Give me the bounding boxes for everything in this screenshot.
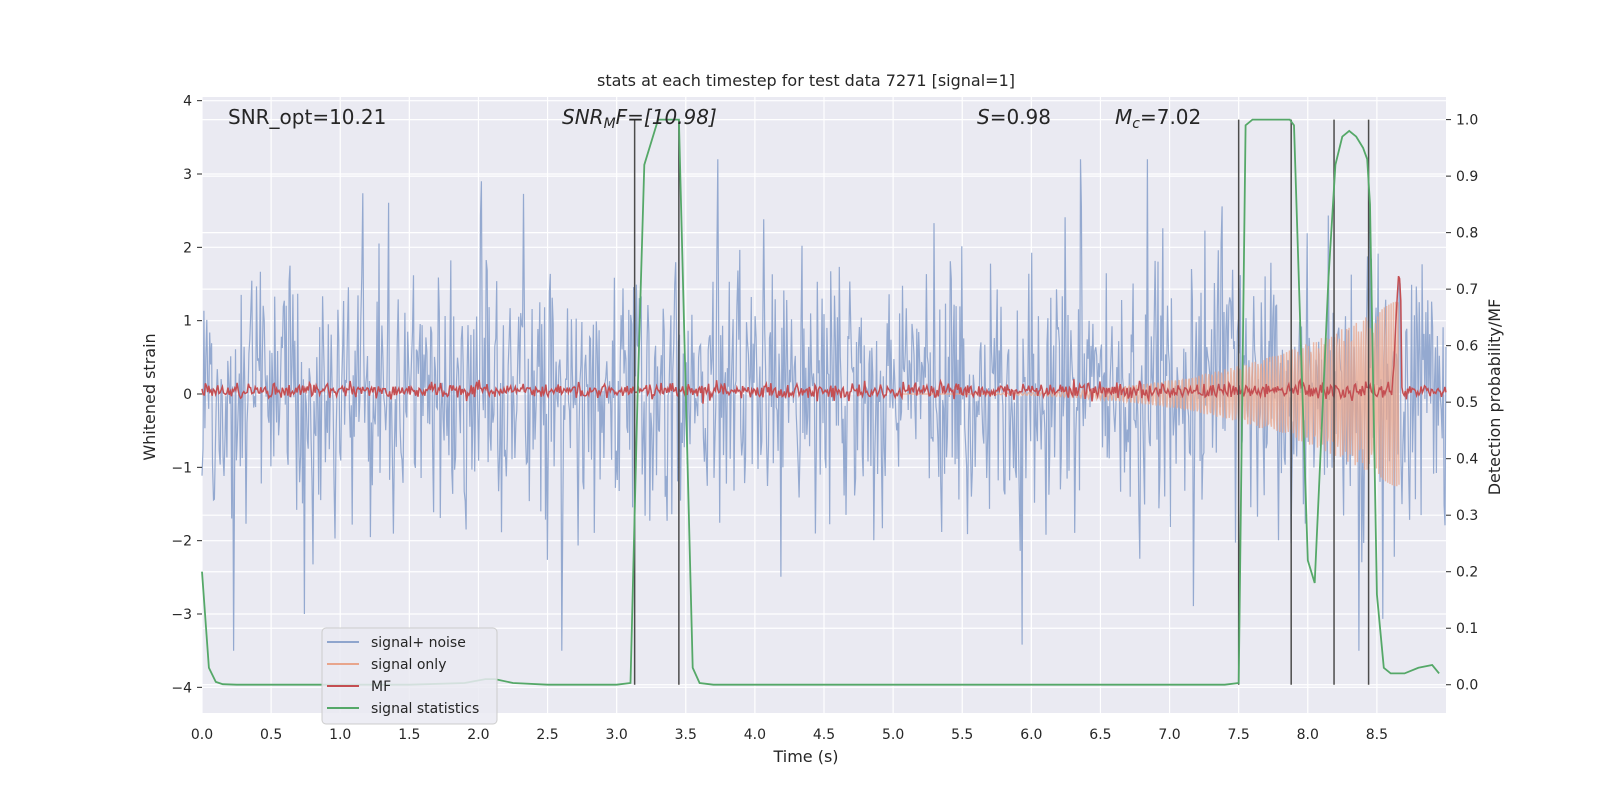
- legend-label-mf: MF: [371, 679, 391, 695]
- x-tick-label: 1.5: [398, 727, 420, 743]
- y-tick-label: −3: [171, 607, 192, 623]
- y-tick-label: 2: [183, 240, 192, 256]
- x-tick-label: 3.0: [606, 727, 628, 743]
- legend-label-stat: signal statistics: [371, 701, 479, 717]
- y-axis-ticks: 4 3 2 1 0 −1 −2 −3 −4: [171, 94, 202, 696]
- y-axis-ticks-right: 1.0 0.9 0.8 0.7 0.6 0.5 0.4 0.3 0.2 0.1 0.0: [1446, 113, 1478, 694]
- annotation-mc: Mc=7.02: [1115, 105, 1201, 132]
- x-tick-label: 2.0: [467, 727, 489, 743]
- x-tick-label: 4.5: [813, 727, 835, 743]
- x-tick-label: 7.5: [1228, 727, 1250, 743]
- y-tick-label: 0: [183, 387, 192, 403]
- y-tick-label-right: 1.0: [1456, 113, 1478, 129]
- x-tick-label: 3.5: [675, 727, 697, 743]
- chart-title: stats at each timestep for test data 727…: [597, 71, 1015, 90]
- y-tick-label: 3: [183, 167, 192, 183]
- x-tick-label: 5.5: [951, 727, 973, 743]
- y-tick-label-right: 0.2: [1456, 565, 1478, 581]
- y-tick-label-right: 0.4: [1456, 452, 1478, 468]
- x-tick-label: 0.5: [260, 727, 282, 743]
- y-tick-label: −2: [171, 534, 192, 550]
- y-tick-label-right: 0.6: [1456, 339, 1478, 355]
- y-tick-label-right: 0.8: [1456, 226, 1478, 242]
- legend-frame: [321, 627, 498, 725]
- y-tick-label-right: 0.0: [1456, 678, 1478, 694]
- detection-vertical-lines: [633, 119, 1370, 685]
- legend: signal+ noise signal only MF signal stat…: [321, 627, 498, 725]
- y-tick-label: −1: [171, 460, 192, 476]
- x-tick-label: 6.0: [1020, 727, 1042, 743]
- y-tick-label-right: 0.5: [1456, 395, 1478, 411]
- x-tick-label: 8.0: [1297, 727, 1319, 743]
- annotation-snr-opt: SNR_opt=10.21: [228, 105, 386, 129]
- x-axis-ticks: 0.0 0.5 1.0 1.5 2.0 2.5 3.0 3.5 4.0 4.5 5.0 5.5 6.0 6…: [191, 727, 1388, 743]
- y-tick-label: 1: [183, 314, 192, 330]
- y-axis-label: Whitened strain: [140, 333, 159, 460]
- x-tick-label: 1.0: [329, 727, 351, 743]
- x-tick-label: 5.0: [882, 727, 904, 743]
- annotation-s: S=0.98: [977, 105, 1051, 129]
- y-tick-label: 4: [183, 94, 192, 110]
- x-tick-label: 0.0: [191, 727, 213, 743]
- x-tick-label: 4.0: [744, 727, 766, 743]
- y-tick-label-right: 0.7: [1456, 282, 1478, 298]
- annotation-snr-mf: SNRMF=[10.98]: [562, 105, 717, 132]
- x-tick-label: 7.0: [1158, 727, 1180, 743]
- x-axis-label: Time (s): [772, 747, 838, 766]
- y-tick-label-right: 0.1: [1456, 621, 1478, 637]
- y-tick-label: −4: [171, 680, 192, 696]
- y-tick-label-right: 0.3: [1456, 508, 1478, 524]
- x-tick-label: 6.5: [1089, 727, 1111, 743]
- y-tick-label-right: 0.9: [1456, 169, 1478, 185]
- legend-label-signal: signal only: [371, 657, 446, 673]
- x-tick-label: 8.5: [1366, 727, 1388, 743]
- x-tick-label: 2.5: [536, 727, 558, 743]
- legend-label-noise: signal+ noise: [371, 635, 466, 651]
- y-axis-label-right: Detection probability/MF: [1485, 299, 1504, 496]
